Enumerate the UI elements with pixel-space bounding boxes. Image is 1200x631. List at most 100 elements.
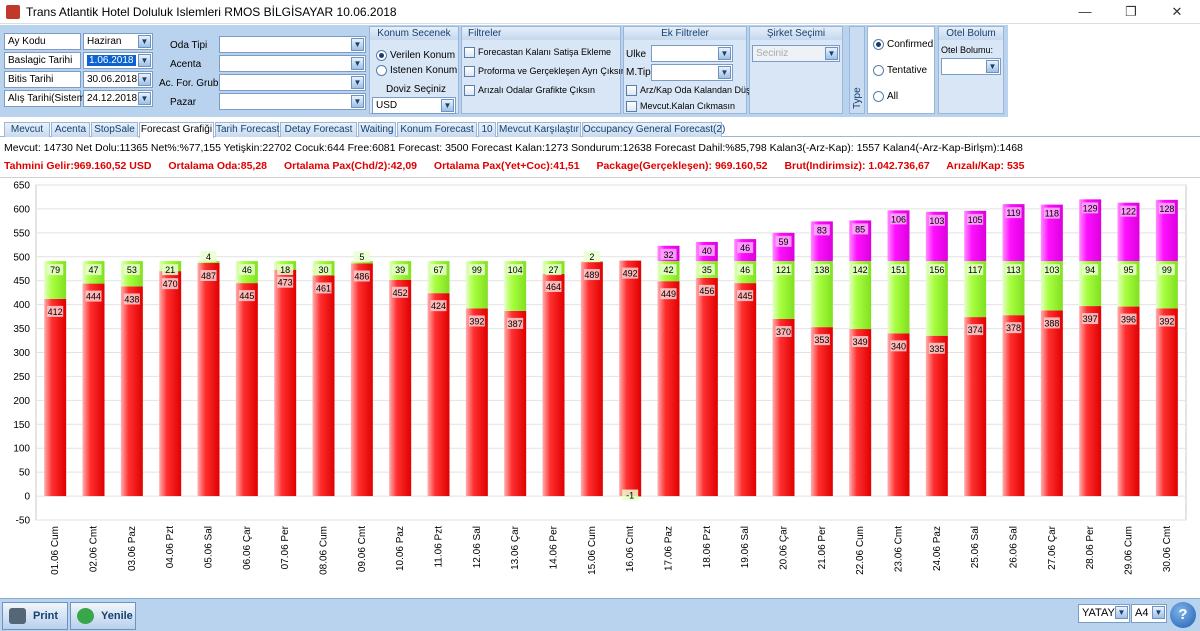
data-label-bg	[698, 264, 715, 276]
data-label-bg	[967, 213, 984, 225]
y-tick-label: 500	[13, 252, 30, 263]
ay-kodu-select[interactable]: Haziran ▼	[83, 33, 153, 50]
istenen-konum-radio[interactable]	[376, 65, 387, 76]
data-label: 46	[242, 265, 252, 275]
x-tick-label: 05.06 Sal	[204, 526, 215, 568]
data-label: 67	[433, 265, 443, 275]
x-tick-label: 12.06 Sal	[472, 526, 483, 568]
ay-kodu-label: Ay Kodu	[4, 33, 81, 50]
bar-magenta	[1155, 199, 1178, 262]
tab-0[interactable]: Mevcut	[4, 122, 50, 137]
acenta-select[interactable]: ▼	[219, 55, 366, 72]
data-label: 424	[431, 301, 446, 311]
data-label-bg	[392, 264, 409, 276]
bar-green	[350, 261, 373, 264]
ay-kodu-value: Haziran	[87, 36, 122, 47]
arizali-kap: Arızalı/Kap: 535	[946, 160, 1025, 172]
data-label: 388	[1044, 318, 1059, 328]
data-label: 39	[395, 265, 405, 275]
tab-1[interactable]: Acenta	[51, 122, 90, 137]
data-label: 438	[124, 294, 139, 304]
data-label: 374	[968, 325, 983, 335]
data-label: 106	[891, 214, 906, 224]
data-label: 392	[1159, 316, 1174, 326]
filtre3-label: Arızalı Odalar Grafikte Çıksın	[478, 85, 596, 95]
paper-select[interactable]: A4 ▼	[1131, 604, 1167, 623]
tab-4[interactable]: Tarih Forecast	[215, 122, 280, 137]
tab-2[interactable]: StopSale	[91, 122, 138, 137]
bar-red	[197, 263, 220, 497]
bar-red	[1002, 315, 1025, 497]
print-button[interactable]: Print	[2, 602, 68, 630]
data-label-bg	[890, 264, 907, 276]
tab-6[interactable]: Waiting	[358, 122, 396, 137]
data-label: 489	[584, 270, 599, 280]
restore-button[interactable]: ❐	[1125, 4, 1137, 19]
bar-red	[159, 271, 182, 497]
verilen-konum-label: Verilen Konum	[390, 50, 456, 61]
filtre3-checkbox[interactable]	[464, 85, 475, 96]
filtre2-checkbox[interactable]	[464, 66, 475, 77]
pazar-select[interactable]: ▼	[219, 93, 366, 110]
oda-tipi-select[interactable]: ▼	[219, 36, 366, 53]
data-label-bg	[277, 264, 294, 276]
all-radio[interactable]	[873, 91, 884, 102]
confirmed-radio[interactable]	[873, 39, 884, 50]
filtre1-checkbox[interactable]	[464, 47, 475, 58]
data-label: 470	[163, 279, 178, 289]
help-button[interactable]: ?	[1170, 602, 1196, 628]
doviz-select[interactable]: USD ▼	[372, 97, 456, 114]
y-tick-label: -50	[16, 516, 31, 527]
bar-red	[772, 319, 795, 497]
yenile-button[interactable]: Yenile	[70, 602, 136, 630]
print-label: Print	[33, 610, 59, 622]
ek2-checkbox[interactable]	[626, 101, 637, 112]
sirket-header: Şirket Seçimi	[750, 27, 842, 40]
data-label: 83	[817, 225, 827, 235]
ek1-checkbox[interactable]	[626, 85, 637, 96]
ac-for-grubu-select[interactable]: ▼	[219, 74, 366, 91]
ek-filtreler-header: Ek Filtreler	[624, 27, 746, 40]
orientation-select[interactable]: YATAY ▼	[1078, 604, 1130, 623]
data-label-bg	[928, 264, 945, 276]
konum-header: Konum Secenek	[370, 27, 458, 40]
x-tick-label: 22.06 Cum	[855, 526, 866, 575]
y-tick-label: 400	[13, 300, 30, 311]
baslangic-date[interactable]: 1.06.2018 ▼	[83, 52, 153, 69]
sirket-placeholder: Seciniz	[756, 48, 789, 59]
data-label-bg	[392, 286, 409, 298]
bitis-date[interactable]: 30.06.2018 ▼	[83, 71, 153, 88]
tab-5[interactable]: Detay Forecast	[280, 122, 357, 137]
data-label: 40	[702, 246, 712, 256]
data-label: 18	[280, 265, 290, 275]
data-label-bg	[123, 264, 140, 276]
data-label-bg	[85, 290, 102, 302]
tab-8[interactable]: 10	[478, 122, 496, 137]
chevron-down-icon: ▼	[351, 76, 364, 89]
data-label-bg	[277, 276, 294, 288]
tab-10[interactable]: Occupancy General Forecast(2)	[582, 122, 726, 137]
sirket-select[interactable]: Seciniz ▼	[752, 45, 840, 62]
all-label: All	[887, 91, 899, 102]
data-label: 94	[1085, 265, 1095, 275]
x-tick-label: 23.06 Cmt	[894, 526, 905, 572]
minimize-button[interactable]: —	[1078, 4, 1092, 19]
ulke-select[interactable]: ▼	[651, 45, 733, 62]
otel-select[interactable]: ▼	[941, 58, 1001, 75]
tab-3[interactable]: Forecast Grafiği	[139, 122, 214, 138]
close-button[interactable]: ✕	[1171, 4, 1183, 19]
bar-red	[925, 335, 948, 497]
tab-7[interactable]: Konum Forecast	[397, 122, 477, 137]
bar-green	[810, 261, 833, 328]
bar-green	[887, 261, 910, 334]
data-label: 103	[929, 216, 944, 226]
mtipi-select[interactable]: ▼	[651, 64, 733, 81]
alis-date[interactable]: 24.12.2018 ▼	[83, 90, 153, 107]
x-tick-label: 18.06 Pzt	[702, 526, 713, 568]
data-label: 119	[1006, 208, 1020, 218]
verilen-konum-radio[interactable]	[376, 50, 387, 61]
tab-9[interactable]: Mevcut Karşılaştır	[497, 122, 581, 137]
bar-red	[887, 333, 910, 497]
tentative-radio[interactable]	[873, 65, 884, 76]
y-tick-label: 450	[13, 276, 30, 287]
